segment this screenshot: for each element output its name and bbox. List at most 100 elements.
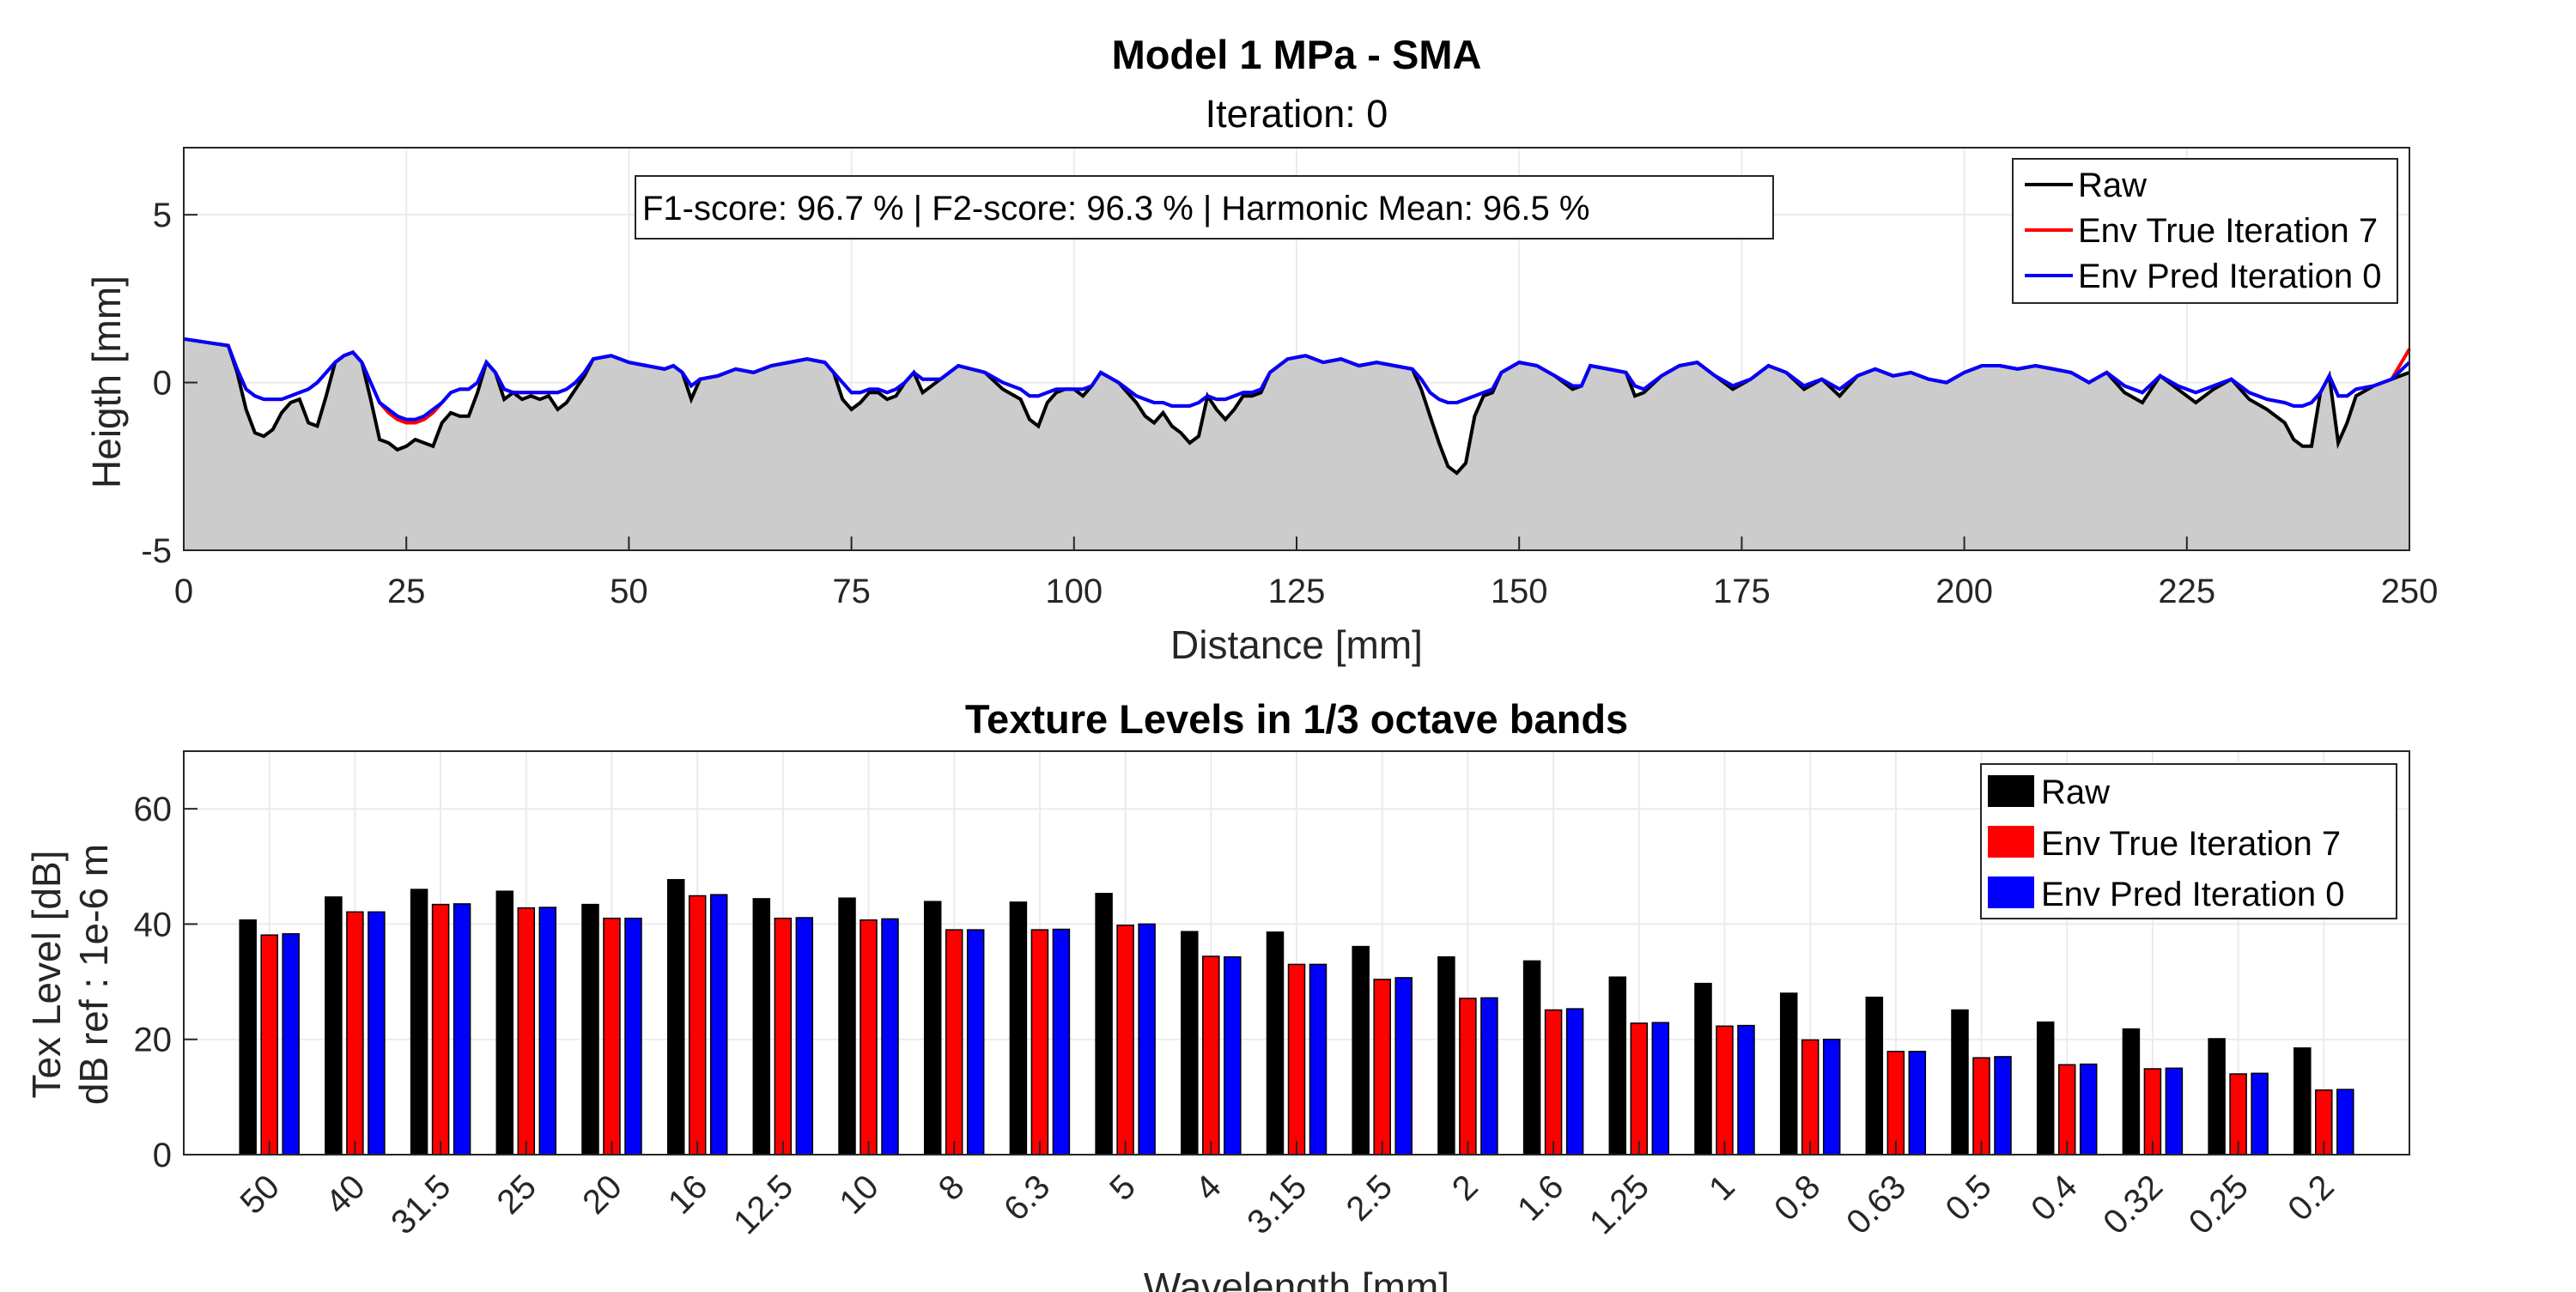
bar-raw xyxy=(1608,976,1627,1156)
bar-raw xyxy=(1779,992,1798,1156)
bar-raw xyxy=(239,919,257,1156)
top-xtick-label: 150 xyxy=(1491,573,1548,610)
bar-env-true xyxy=(1202,955,1220,1156)
top-xtick-label: 100 xyxy=(1045,573,1103,610)
bar-env-pred xyxy=(2165,1067,2184,1156)
bar-env-true xyxy=(1886,1051,1905,1156)
bar-env-pred xyxy=(1394,977,1413,1156)
bar-raw xyxy=(410,889,428,1156)
top-legend: Raw Env True Iteration 7 Env Pred Iterat… xyxy=(2012,158,2398,304)
bar-env-pred xyxy=(1908,1051,1927,1156)
top-ylabel: Heigth [mm] xyxy=(84,276,129,488)
bar-raw xyxy=(1951,1009,1969,1156)
bar-raw xyxy=(1009,901,1028,1156)
bottom-xlabel: Wavelength [mm] xyxy=(1144,1265,1449,1292)
bottom-legend-swatch-env-true xyxy=(1988,826,2034,858)
bar-env-pred xyxy=(1651,1022,1670,1156)
bar-env-pred xyxy=(2251,1072,2269,1156)
bar-raw xyxy=(2122,1028,2141,1156)
bottom-title: Texture Levels in 1/3 octave bands xyxy=(965,696,1628,742)
bar-raw xyxy=(666,878,685,1156)
height-profile-chart: 0 25 50 75 100 125 150 175 200 225 250-505 Distanc… xyxy=(84,147,2438,667)
top-xtick-label: 200 xyxy=(1935,573,1993,610)
top-legend-label-raw: Raw xyxy=(2078,167,2147,204)
bar-raw xyxy=(2293,1047,2312,1156)
bar-env-pred xyxy=(624,917,642,1156)
bar-env-pred xyxy=(1565,1008,1584,1156)
bar-env-pred xyxy=(1994,1056,2012,1156)
bar-raw xyxy=(2036,1021,2055,1156)
bar-env-pred xyxy=(966,929,985,1156)
bar-raw xyxy=(1352,945,1370,1156)
bar-env-true xyxy=(1459,998,1477,1156)
bottom-ylabel-line1: Tex Level [dB] xyxy=(24,851,69,1099)
top-ytick-label: 0 xyxy=(153,365,172,403)
bottom-bars xyxy=(239,878,2354,1156)
top-legend-label-env-pred: Env Pred Iteration 0 xyxy=(2078,258,2382,295)
bar-raw xyxy=(495,890,514,1156)
top-ytick-label: -5 xyxy=(141,532,172,570)
top-xtick-label: 50 xyxy=(610,573,648,610)
env-pred-series-line xyxy=(183,337,2411,422)
bar-env-pred xyxy=(1737,1024,1755,1156)
bar-env-pred xyxy=(2336,1089,2354,1156)
bar-raw xyxy=(325,896,343,1156)
bottom-ytick-label: 20 xyxy=(134,1022,173,1059)
bottom-ytick-label: 60 xyxy=(134,791,173,828)
bottom-legend-swatch-env-pred xyxy=(1988,876,2034,908)
bar-env-pred xyxy=(1052,928,1071,1156)
bar-env-true xyxy=(603,917,621,1156)
top-legend-label-env-true: Env True Iteration 7 xyxy=(2078,212,2378,250)
top-xtick-label: 125 xyxy=(1268,573,1326,610)
figure-title: Model 1 MPa - SMA xyxy=(1112,32,1482,77)
bar-env-pred xyxy=(881,918,899,1156)
score-annotation: F1-score: 96.7 % | F2-score: 96.3 % | Ha… xyxy=(635,175,1774,240)
bar-env-pred xyxy=(709,894,728,1156)
bar-raw xyxy=(923,901,942,1156)
bar-env-pred xyxy=(2079,1063,2098,1156)
bar-env-pred xyxy=(1224,955,1242,1156)
bar-env-true xyxy=(1287,963,1306,1156)
top-xtick-label: 25 xyxy=(387,573,426,610)
top-xtick-label: 0 xyxy=(174,573,193,610)
bar-env-pred xyxy=(1480,997,1498,1156)
bar-env-true xyxy=(346,911,364,1156)
bar-env-true xyxy=(260,934,278,1156)
top-legend-box xyxy=(2012,158,2398,304)
bar-env-pred xyxy=(368,911,386,1156)
bottom-legend-label-raw: Raw xyxy=(2041,773,2110,811)
bar-raw xyxy=(1522,960,1541,1156)
bottom-ylabel-line2: dB ref : 1e-6 m xyxy=(71,844,116,1105)
bar-env-true xyxy=(1116,925,1134,1156)
bar-env-true xyxy=(774,917,793,1156)
bar-raw xyxy=(838,897,856,1156)
bar-env-true xyxy=(688,895,707,1156)
bar-env-true xyxy=(1801,1039,1820,1156)
bar-raw xyxy=(1095,893,1113,1156)
bottom-legend-box xyxy=(1980,763,2397,919)
bar-env-true xyxy=(431,903,450,1156)
bar-raw xyxy=(1266,931,1285,1156)
bottom-ytick-label: 40 xyxy=(134,906,173,943)
bar-raw xyxy=(752,898,771,1156)
bar-env-true xyxy=(1373,979,1391,1156)
top-axis-ticks: 0 25 50 75 100 125 150 175 200 225 250-505 xyxy=(141,197,2438,610)
bar-raw xyxy=(2208,1038,2226,1156)
top-xlabel: Distance [mm] xyxy=(1170,622,1423,667)
bar-env-true xyxy=(860,919,878,1156)
top-xtick-label: 75 xyxy=(832,573,871,610)
bar-raw xyxy=(1865,996,1884,1156)
top-ytick-label: 5 xyxy=(153,197,172,234)
bar-env-true xyxy=(517,907,536,1156)
score-annotation-box xyxy=(635,175,1774,240)
bottom-legend-label-env-true: Env True Iteration 7 xyxy=(2041,825,2341,863)
bar-env-pred xyxy=(538,907,557,1156)
top-xtick-label: 225 xyxy=(2158,573,2215,610)
bottom-legend-label-env-pred: Env Pred Iteration 0 xyxy=(2041,876,2345,913)
bar-env-true xyxy=(1716,1025,1734,1156)
bar-raw xyxy=(1437,955,1455,1156)
score-annotation-text: F1-score: 96.7 % | F2-score: 96.3 % | Ha… xyxy=(642,190,1589,227)
top-xtick-label: 175 xyxy=(1713,573,1771,610)
bar-raw xyxy=(581,903,599,1156)
